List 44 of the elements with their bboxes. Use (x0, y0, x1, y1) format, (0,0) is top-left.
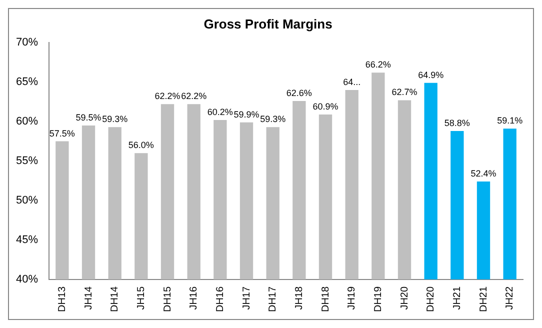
x-tick-label: JH22 (504, 286, 516, 310)
x-tick-label: JH20 (399, 286, 410, 310)
x-tick-label: DH19 (372, 286, 384, 312)
y-tick-label: 40% (16, 273, 38, 286)
y-tick-label: 45% (16, 234, 38, 246)
x-tick-label: DH13 (56, 286, 68, 312)
x-tick-label: DH16 (214, 286, 226, 312)
x-tick-label: DH20 (426, 286, 437, 312)
data-label: 57.5% (49, 128, 75, 138)
x-tick-label: JH14 (83, 286, 94, 310)
y-tick-label: 55% (16, 155, 38, 168)
data-label: 60.9% (312, 101, 338, 112)
data-label: 59.3% (102, 114, 128, 124)
data-label: 62.2% (181, 91, 207, 102)
x-tick-label: DH18 (320, 286, 332, 312)
x-tick-label: DH17 (268, 286, 279, 312)
x-tick-label: JH18 (294, 286, 305, 310)
x-tick-label: JH15 (136, 286, 147, 310)
data-label: 64.9% (418, 70, 444, 80)
data-label: 59.5% (76, 112, 102, 122)
x-tick-label: DH15 (162, 286, 174, 312)
y-tick-label: 60% (16, 116, 38, 128)
data-label: 66.2% (365, 60, 391, 70)
data-label: 62.2% (154, 91, 180, 102)
x-tick-label: DH14 (110, 286, 121, 312)
data-label: 62.6% (286, 88, 312, 98)
x-tick-label: JH16 (188, 286, 200, 310)
y-tick-label: 70% (16, 36, 38, 49)
x-tick-label: JH17 (241, 286, 252, 310)
x-tick-label: JH21 (452, 286, 463, 310)
data-label: 52.4% (470, 168, 496, 179)
data-label: 64... (343, 76, 361, 87)
data-label: 60.2% (207, 106, 233, 117)
data-label: 59.3% (260, 114, 286, 124)
data-label: 59.1% (497, 116, 523, 126)
data-label: 62.7% (392, 87, 418, 98)
x-tick-label: JH19 (346, 286, 358, 310)
data-label: 58.8% (444, 118, 470, 128)
data-label: 59.9% (234, 109, 260, 120)
x-tick-label: DH21 (478, 286, 490, 312)
y-tick-label: 65% (16, 76, 38, 88)
y-tick-label: 50% (16, 194, 38, 207)
data-label: 56.0% (128, 140, 154, 150)
chart-title: Gross Profit Margins (204, 16, 332, 32)
